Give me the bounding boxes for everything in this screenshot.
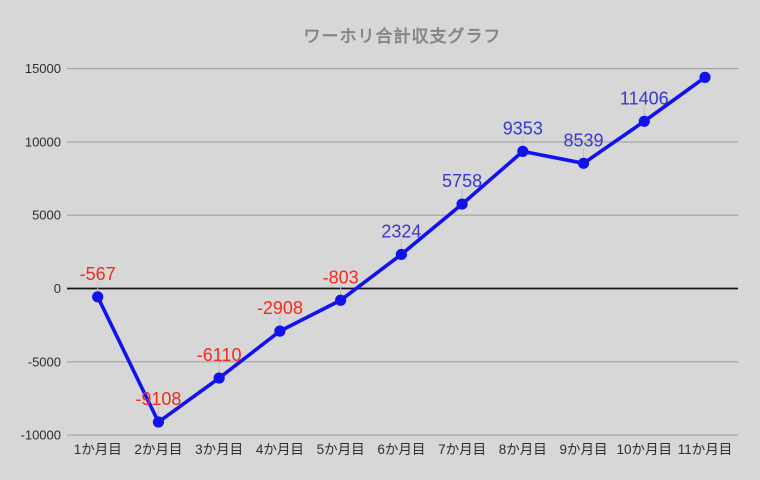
- data-label: -803: [323, 267, 359, 287]
- data-point-1[interactable]: [92, 291, 104, 303]
- data-label: 9353: [503, 118, 543, 138]
- data-point-5[interactable]: [335, 294, 347, 306]
- data-point-7[interactable]: [456, 198, 468, 210]
- data-point-8[interactable]: [517, 145, 529, 157]
- y-tick-label: 10000: [25, 134, 61, 149]
- y-tick-label: 15000: [25, 61, 61, 76]
- data-point-3[interactable]: [213, 372, 225, 384]
- data-label: 5758: [442, 171, 482, 191]
- chart-title: ワーホリ合計収支グラフ: [303, 27, 502, 46]
- data-point-4[interactable]: [274, 325, 286, 337]
- x-tick-label: 5か月目: [317, 442, 365, 457]
- x-tick-label: 8か月目: [499, 442, 547, 457]
- y-tick-label: -5000: [28, 354, 61, 369]
- x-tick-label: 1か月目: [74, 442, 122, 457]
- x-tick-label: 10か月目: [617, 442, 673, 457]
- x-tick-label: 9か月目: [560, 442, 608, 457]
- y-tick-label: 5000: [32, 208, 61, 223]
- data-point-6[interactable]: [395, 248, 407, 261]
- data-label: 2324: [381, 221, 421, 241]
- data-point-11[interactable]: [699, 71, 711, 83]
- x-tick-label: 7か月目: [438, 442, 486, 457]
- x-tick-label: 3か月目: [195, 442, 243, 457]
- x-tick-label: 4か月目: [256, 442, 304, 457]
- data-label: -567: [80, 264, 116, 284]
- data-label: 8539: [564, 130, 604, 150]
- data-label: -6110: [197, 345, 242, 365]
- data-point-9[interactable]: [577, 157, 590, 169]
- x-tick-label: 11か月目: [678, 442, 733, 457]
- data-point-10[interactable]: [638, 115, 650, 127]
- data-label: 11406: [620, 88, 669, 108]
- data-point-2[interactable]: [152, 416, 165, 428]
- data-label: -2908: [257, 298, 303, 318]
- x-tick-label: 2か月目: [134, 442, 182, 457]
- y-tick-label: 0: [54, 281, 61, 296]
- data-label: -9108: [135, 389, 181, 409]
- x-tick-label: 6か月目: [377, 442, 425, 457]
- y-tick-label: -10000: [21, 428, 61, 443]
